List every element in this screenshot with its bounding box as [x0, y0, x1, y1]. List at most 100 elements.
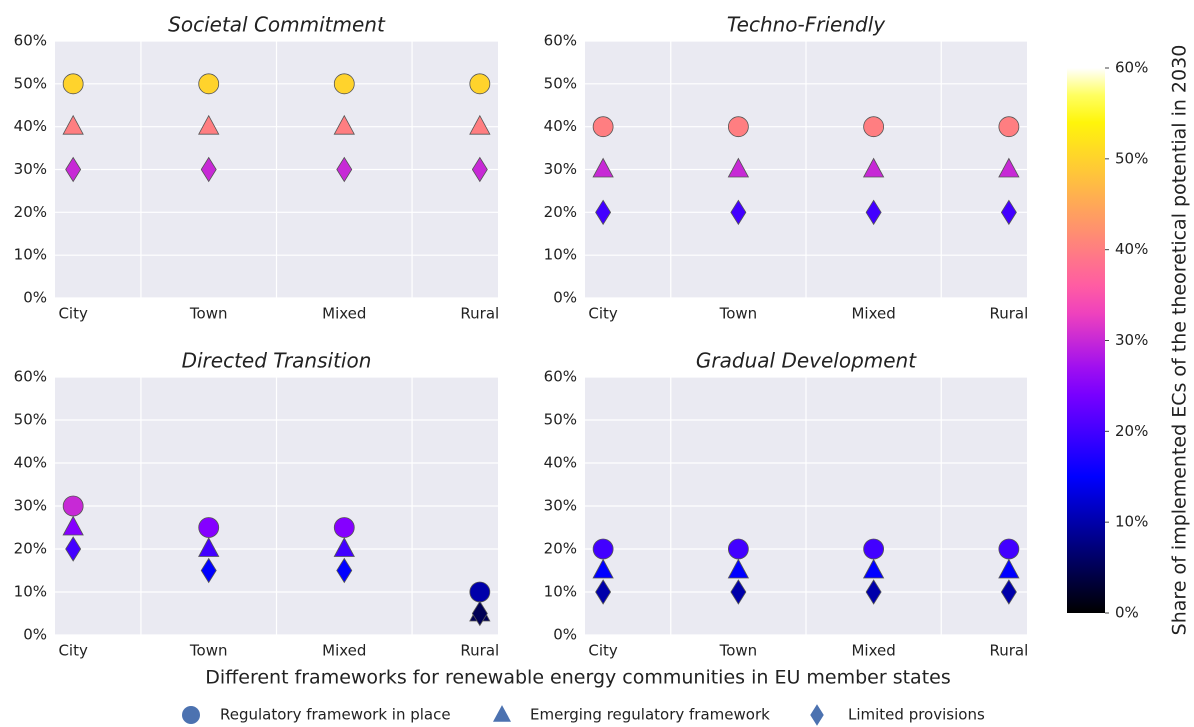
- y-tick-label: 40%: [544, 454, 577, 472]
- colorbar-tick-label: 50%: [1115, 149, 1148, 167]
- marker-diamond: [865, 199, 882, 226]
- x-tick-label: Rural: [989, 305, 1028, 323]
- x-axis-label: Different frameworks for renewable energ…: [205, 667, 951, 689]
- marker-diamond: [65, 536, 82, 562]
- marker-diamond: [471, 156, 488, 183]
- y-tick-label: 50%: [544, 74, 577, 92]
- legend-label: Regulatory framework in place: [220, 706, 451, 724]
- marker-diamond: [1000, 579, 1017, 605]
- colorbar: [1067, 68, 1105, 613]
- marker-diamond: [595, 579, 612, 605]
- x-tick-label: Town: [189, 642, 228, 660]
- y-tick-label: 30%: [14, 160, 47, 178]
- colorbar-tick-label: 40%: [1115, 240, 1148, 258]
- y-tick-label: 0%: [23, 289, 47, 307]
- marker-circle: [62, 495, 84, 517]
- x-tick-label: Town: [189, 305, 228, 323]
- y-tick-label: 20%: [14, 203, 47, 221]
- marker-circle: [727, 538, 749, 560]
- marker-diamond: [336, 156, 353, 183]
- x-tick-label: City: [588, 305, 618, 323]
- marker-diamond: [200, 156, 217, 183]
- marker-triangle: [592, 558, 614, 579]
- x-tick-label: Town: [719, 305, 758, 323]
- y-tick-label: 20%: [544, 540, 577, 558]
- y-tick-label: 50%: [14, 74, 47, 92]
- y-tick-label: 20%: [14, 540, 47, 558]
- marker-triangle: [727, 558, 750, 579]
- x-tick-label: Mixed: [851, 642, 895, 660]
- colorbar-tick-label: 10%: [1115, 513, 1148, 531]
- y-tick-label: 10%: [544, 583, 577, 601]
- x-tick-label: Rural: [989, 642, 1028, 660]
- marker-circle: [727, 116, 749, 138]
- marker-circle: [998, 538, 1020, 560]
- y-tick-label: 50%: [14, 411, 47, 429]
- marker-triangle: [333, 537, 355, 557]
- y-tick-label: 40%: [14, 454, 47, 472]
- marker-circle: [469, 73, 491, 95]
- marker-triangle: [727, 157, 750, 178]
- marker-triangle: [998, 558, 1020, 579]
- x-tick-label: Town: [719, 642, 758, 660]
- legend-marker: [493, 705, 511, 722]
- marker-diamond: [595, 199, 612, 226]
- marker-circle: [592, 116, 614, 138]
- y-tick-label: 0%: [553, 626, 577, 644]
- x-tick-label: Mixed: [322, 642, 366, 660]
- marker-circle: [62, 73, 84, 95]
- marker-triangle: [862, 157, 885, 178]
- chart-title: Gradual Development: [696, 349, 917, 373]
- y-tick-label: 30%: [544, 160, 577, 178]
- marker-diamond: [1000, 199, 1017, 226]
- marker-circle: [333, 517, 355, 538]
- legend-label: Limited provisions: [848, 706, 985, 724]
- marker-circle: [592, 538, 614, 560]
- colorbar-tick-label: 30%: [1115, 331, 1148, 349]
- chart-title: Societal Commitment: [168, 13, 386, 37]
- marker-triangle: [198, 537, 220, 557]
- marker-circle: [469, 581, 491, 603]
- marker-circle: [198, 73, 220, 95]
- y-tick-label: 30%: [14, 497, 47, 515]
- y-tick-label: 60%: [14, 368, 47, 386]
- colorbar-label: Share of implemented ECs of the theoreti…: [1169, 45, 1191, 636]
- marker-diamond: [471, 600, 488, 627]
- y-tick-label: 20%: [544, 203, 577, 221]
- chart-title: Directed Transition: [182, 349, 372, 373]
- x-tick-label: Rural: [460, 642, 499, 660]
- marker-diamond: [865, 579, 882, 605]
- x-tick-label: Mixed: [851, 305, 895, 323]
- colorbar-tick-label: 20%: [1115, 422, 1148, 440]
- marker-triangle: [998, 157, 1020, 178]
- y-tick-label: 60%: [544, 368, 577, 386]
- marker-circle: [863, 538, 885, 560]
- legend-marker: [810, 704, 824, 726]
- marker-circle: [198, 517, 220, 538]
- y-tick-label: 10%: [14, 583, 47, 601]
- y-tick-label: 40%: [544, 117, 577, 135]
- marker-diamond: [65, 156, 82, 183]
- y-tick-label: 0%: [23, 626, 47, 644]
- y-tick-label: 30%: [544, 497, 577, 515]
- y-tick-label: 40%: [14, 117, 47, 135]
- marker-triangle: [198, 114, 220, 135]
- marker-triangle: [333, 114, 355, 135]
- y-tick-label: 60%: [544, 32, 577, 50]
- y-tick-label: 50%: [544, 411, 577, 429]
- marker-triangle: [62, 515, 84, 536]
- marker-triangle: [62, 114, 84, 135]
- x-tick-label: City: [58, 305, 88, 323]
- x-tick-label: Mixed: [322, 305, 366, 323]
- marker-diamond: [336, 557, 353, 584]
- y-tick-label: 10%: [14, 246, 47, 264]
- y-tick-label: 10%: [544, 246, 577, 264]
- legend-marker: [182, 706, 200, 724]
- chart-title: Techno-Friendly: [727, 13, 886, 37]
- marker-circle: [998, 116, 1020, 138]
- marker-diamond: [730, 199, 747, 226]
- marker-triangle: [592, 157, 614, 178]
- marker-diamond: [730, 579, 747, 605]
- marker-triangle: [469, 114, 491, 135]
